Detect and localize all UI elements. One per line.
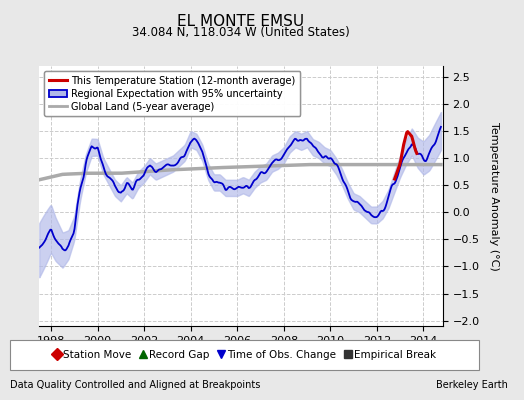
- Y-axis label: Temperature Anomaly (°C): Temperature Anomaly (°C): [489, 122, 499, 270]
- Text: Data Quality Controlled and Aligned at Breakpoints: Data Quality Controlled and Aligned at B…: [10, 380, 261, 390]
- Text: Berkeley Earth: Berkeley Earth: [436, 380, 508, 390]
- Legend: This Temperature Station (12-month average), Regional Expectation with 95% uncer: This Temperature Station (12-month avera…: [44, 71, 300, 116]
- Text: 34.084 N, 118.034 W (United States): 34.084 N, 118.034 W (United States): [132, 26, 350, 39]
- FancyBboxPatch shape: [10, 340, 479, 370]
- Legend: Station Move, Record Gap, Time of Obs. Change, Empirical Break: Station Move, Record Gap, Time of Obs. C…: [50, 346, 440, 364]
- Text: EL MONTE EMSU: EL MONTE EMSU: [178, 14, 304, 29]
